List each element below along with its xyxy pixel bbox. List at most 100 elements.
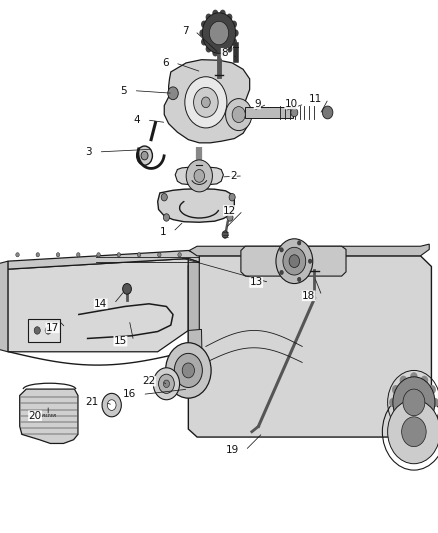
Circle shape [202,13,236,53]
Circle shape [392,410,399,420]
Bar [245,107,293,118]
Circle shape [227,214,233,221]
Text: 8: 8 [221,49,228,58]
Circle shape [174,353,202,387]
Circle shape [45,327,51,334]
Circle shape [16,253,19,257]
Circle shape [168,87,178,100]
Text: 21: 21 [85,398,99,407]
Circle shape [308,259,312,263]
Polygon shape [188,256,431,437]
Text: 17: 17 [46,323,59,333]
Text: 16: 16 [123,390,136,399]
Circle shape [186,160,212,192]
Polygon shape [189,244,429,256]
Circle shape [194,87,218,117]
Circle shape [153,368,180,400]
Circle shape [212,49,218,56]
Circle shape [280,248,283,252]
Circle shape [205,13,212,21]
Circle shape [410,423,418,433]
Circle shape [205,45,212,53]
Polygon shape [20,389,78,443]
Circle shape [402,417,426,447]
Circle shape [233,29,239,37]
Circle shape [194,169,205,182]
Circle shape [77,253,80,257]
Text: 15: 15 [114,336,127,346]
Text: 5: 5 [120,86,127,95]
Circle shape [297,241,301,245]
Circle shape [141,151,148,160]
Circle shape [107,400,116,410]
Circle shape [428,410,436,420]
Circle shape [199,29,205,37]
Polygon shape [188,329,202,373]
Text: 1: 1 [160,227,166,237]
Circle shape [283,247,306,275]
Circle shape [182,363,194,378]
Circle shape [231,38,237,45]
Circle shape [322,106,333,119]
Circle shape [178,253,181,257]
Text: 4: 4 [134,115,140,125]
Circle shape [420,420,428,429]
Circle shape [388,400,438,464]
Circle shape [123,284,131,294]
Circle shape [163,214,170,221]
Text: 2: 2 [230,171,237,181]
Polygon shape [158,189,234,222]
Circle shape [222,231,228,238]
Circle shape [231,21,237,28]
Circle shape [226,45,233,53]
Circle shape [280,270,283,274]
Circle shape [166,343,211,398]
Circle shape [209,21,229,45]
Circle shape [289,255,300,268]
Circle shape [212,10,218,17]
FancyBboxPatch shape [28,319,60,342]
Text: 13: 13 [250,278,263,287]
Circle shape [226,13,233,21]
Text: 7: 7 [182,26,188,36]
Circle shape [161,193,167,201]
Text: 9: 9 [254,99,261,109]
Circle shape [117,253,120,257]
Text: FILTER: FILTER [42,414,57,418]
Circle shape [399,376,407,385]
Circle shape [410,372,418,382]
Polygon shape [0,261,8,352]
Circle shape [201,97,210,108]
Circle shape [393,377,435,428]
Circle shape [403,389,425,416]
Text: 18: 18 [302,291,315,301]
Polygon shape [241,246,346,276]
Circle shape [36,253,39,257]
Circle shape [220,49,226,56]
Text: 22: 22 [142,376,155,386]
Text: 11: 11 [309,94,322,103]
Circle shape [431,398,438,407]
Circle shape [201,21,207,28]
Text: 6: 6 [162,58,169,68]
Circle shape [229,193,235,201]
Circle shape [428,385,436,394]
Circle shape [276,239,313,284]
Circle shape [297,277,301,281]
Polygon shape [188,259,199,352]
Text: 12: 12 [223,206,237,215]
Circle shape [159,374,174,393]
Circle shape [137,253,141,257]
Circle shape [392,385,399,394]
Circle shape [163,380,170,387]
Circle shape [389,398,397,407]
Polygon shape [175,166,223,185]
Circle shape [34,327,40,334]
Text: 3: 3 [85,147,92,157]
Polygon shape [8,259,188,352]
Circle shape [102,393,121,417]
Circle shape [137,146,152,165]
Circle shape [201,38,207,45]
Circle shape [420,376,428,385]
Circle shape [291,108,298,117]
